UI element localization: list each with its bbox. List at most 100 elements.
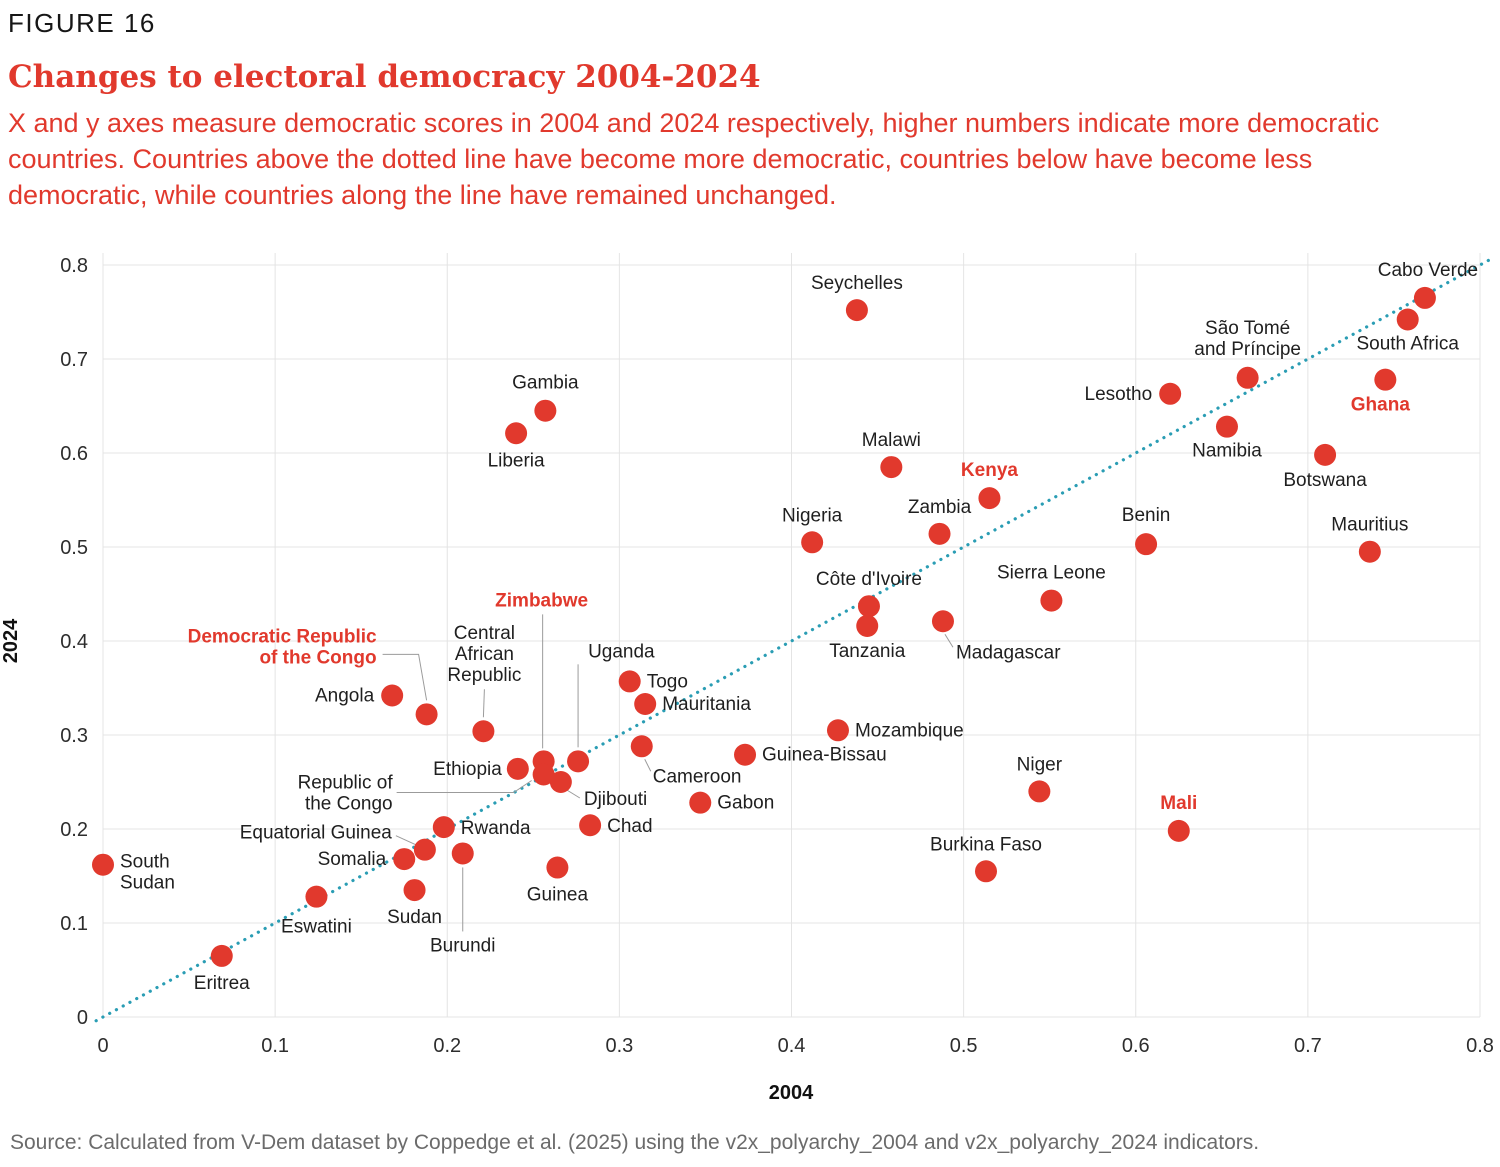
- data-point: [403, 879, 426, 902]
- point-label: Mozambique: [855, 720, 964, 741]
- x-axis-title: 2004: [769, 1082, 814, 1104]
- y-tick-label: 0: [77, 1007, 88, 1029]
- point-label: Republic of the Congo: [298, 772, 394, 814]
- point-label: Ethiopia: [433, 759, 502, 780]
- data-point: [305, 885, 328, 908]
- x-tick-label: 0.6: [1122, 1035, 1150, 1057]
- data-point: [532, 763, 555, 786]
- x-tick-label: 0: [97, 1035, 108, 1057]
- y-tick-label: 0.7: [60, 349, 88, 371]
- data-point: [1135, 533, 1158, 556]
- data-point: [1314, 443, 1337, 466]
- point-label: Burundi: [430, 935, 496, 956]
- y-tick-label: 0.2: [60, 819, 88, 841]
- point-label: Djibouti: [584, 789, 647, 810]
- data-point: [634, 692, 657, 715]
- data-point: [451, 842, 474, 865]
- data-point: [472, 720, 495, 743]
- data-point: [567, 750, 590, 773]
- point-label: Guinea: [527, 885, 589, 906]
- identity-reference-line: [94, 258, 1491, 1023]
- point-label: Cabo Verde: [1378, 260, 1478, 281]
- y-tick-label: 0.1: [60, 913, 88, 935]
- data-point: [618, 670, 641, 693]
- point-label: Côte d'Ivoire: [816, 569, 922, 590]
- chart-title: Changes to electoral democracy 2004-2024: [8, 59, 761, 95]
- point-label: Eritrea: [194, 973, 250, 994]
- point-label: Benin: [1122, 505, 1171, 526]
- point-label: Lesotho: [1085, 384, 1153, 405]
- data-point: [689, 791, 712, 814]
- data-point: [801, 531, 824, 554]
- point-label-highlighted: Democratic Republic of the Congo: [188, 626, 377, 668]
- data-point: [931, 610, 954, 633]
- data-point: [393, 848, 416, 871]
- y-tick-label: 0.3: [60, 725, 88, 747]
- point-label: Namibia: [1192, 441, 1262, 462]
- source-note: Source: Calculated from V-Dem dataset by…: [10, 1131, 1260, 1154]
- scatter-chart: 0 0.1 0.2 0.3 0.4 0.5 0.6 0.7 0.8 0 0.1 0.2 0.3 0.4 0.…: [0, 253, 1494, 1104]
- point-label: Guinea-Bissau: [762, 745, 887, 766]
- data-point: [1040, 589, 1063, 612]
- data-point: [1396, 308, 1419, 331]
- figure-header: FIGURE 16 Changes to electoral democracy…: [8, 8, 1484, 214]
- data-point: [975, 860, 998, 883]
- data-point: [826, 719, 849, 742]
- y-tick-label: 0.5: [60, 537, 88, 559]
- data-point: [381, 684, 404, 707]
- label-leader-line: [382, 653, 428, 701]
- x-tick-label: 0.8: [1466, 1035, 1494, 1057]
- data-point: [630, 735, 653, 758]
- point-label: Gabon: [717, 793, 774, 814]
- point-label: Uganda: [588, 641, 655, 662]
- x-tick-label: 0.5: [950, 1035, 978, 1057]
- data-point: [845, 299, 868, 322]
- data-point: [1215, 415, 1238, 438]
- label-leader-line: [395, 835, 419, 847]
- data-point: [92, 853, 114, 876]
- data-point: [734, 743, 757, 766]
- x-tick-label: 0.2: [433, 1035, 461, 1057]
- label-leader-line: [396, 780, 532, 793]
- point-label: Tanzania: [829, 641, 905, 662]
- point-label: Seychelles: [811, 273, 903, 294]
- data-point: [415, 703, 438, 726]
- data-point: [1358, 540, 1381, 563]
- label-leader-line: [566, 789, 581, 799]
- point-label: Mauritania: [662, 694, 751, 715]
- point-label: Mauritius: [1331, 515, 1408, 536]
- data-point: [579, 814, 602, 837]
- point-label: Central African Republic: [447, 623, 521, 686]
- data-point: [928, 522, 951, 545]
- y-tick-label: 0.8: [60, 255, 88, 277]
- data-point: [432, 816, 455, 839]
- data-point: [505, 422, 528, 445]
- data-point: [1028, 780, 1051, 803]
- data-point: [210, 944, 233, 967]
- y-tick-label: 0.6: [60, 443, 88, 465]
- data-point: [549, 771, 572, 793]
- x-tick-label: 0.3: [605, 1035, 633, 1057]
- point-label: Gambia: [512, 373, 579, 394]
- x-tick-label: 0.7: [1294, 1035, 1322, 1057]
- figure-number: FIGURE 16: [8, 8, 156, 38]
- y-tick-label: 0.4: [60, 631, 88, 653]
- data-point: [413, 838, 436, 861]
- point-label-highlighted: Zimbabwe: [495, 590, 588, 611]
- x-tick-label: 0.1: [261, 1035, 289, 1057]
- point-label: São Tomé and Príncipe: [1194, 318, 1301, 360]
- data-point: [1374, 368, 1397, 391]
- point-label: Sudan: [387, 907, 442, 928]
- point-label: Somalia: [318, 849, 387, 870]
- point-label-highlighted: Kenya: [961, 460, 1018, 481]
- data-point: [506, 757, 529, 780]
- y-axis-title: 2024: [0, 618, 22, 663]
- point-label: Nigeria: [782, 505, 843, 526]
- point-label: South Africa: [1356, 334, 1459, 355]
- data-point: [534, 399, 557, 422]
- point-label: Eswatini: [281, 917, 352, 938]
- point-label: South Sudan: [120, 852, 175, 894]
- point-label: Botswana: [1283, 470, 1367, 491]
- data-point: [1236, 366, 1259, 389]
- point-label: Rwanda: [461, 818, 531, 839]
